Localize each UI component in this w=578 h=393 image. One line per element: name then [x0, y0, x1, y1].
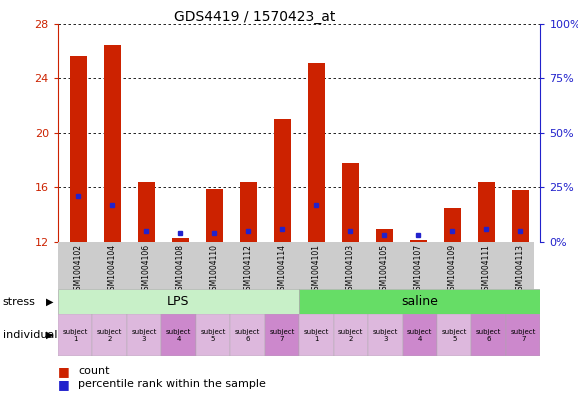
FancyBboxPatch shape — [506, 314, 540, 356]
Text: GSM1004105: GSM1004105 — [380, 244, 388, 295]
Text: GSM1004106: GSM1004106 — [142, 244, 151, 295]
FancyBboxPatch shape — [265, 314, 299, 356]
Text: ■: ■ — [58, 378, 69, 391]
Text: percentile rank within the sample: percentile rank within the sample — [78, 379, 266, 389]
FancyBboxPatch shape — [58, 242, 533, 289]
FancyBboxPatch shape — [58, 314, 92, 356]
Bar — [273, 119, 291, 242]
Text: subject
1: subject 1 — [303, 329, 329, 342]
Bar — [410, 241, 427, 242]
Text: GSM1004103: GSM1004103 — [346, 244, 354, 295]
Text: GSM1004109: GSM1004109 — [447, 244, 457, 295]
FancyBboxPatch shape — [472, 314, 506, 356]
Text: subject
1: subject 1 — [62, 329, 88, 342]
Text: individual: individual — [3, 330, 57, 340]
Bar — [70, 56, 87, 242]
Text: subject
4: subject 4 — [407, 329, 432, 342]
FancyBboxPatch shape — [299, 289, 540, 314]
FancyBboxPatch shape — [127, 314, 161, 356]
FancyBboxPatch shape — [402, 314, 437, 356]
FancyBboxPatch shape — [299, 314, 334, 356]
Bar — [443, 208, 461, 242]
FancyBboxPatch shape — [437, 314, 472, 356]
Text: subject
3: subject 3 — [373, 329, 398, 342]
Bar — [103, 45, 121, 242]
Text: stress: stress — [3, 297, 36, 307]
Text: GSM1004101: GSM1004101 — [312, 244, 321, 295]
FancyBboxPatch shape — [368, 314, 402, 356]
Text: subject
7: subject 7 — [510, 329, 536, 342]
Bar — [307, 63, 325, 242]
Text: subject
4: subject 4 — [166, 329, 191, 342]
Text: subject
5: subject 5 — [200, 329, 225, 342]
Text: subject
5: subject 5 — [442, 329, 467, 342]
Bar — [240, 182, 257, 242]
Text: subject
6: subject 6 — [235, 329, 260, 342]
Text: count: count — [78, 366, 109, 376]
Text: GSM1004107: GSM1004107 — [414, 244, 423, 295]
FancyBboxPatch shape — [58, 289, 299, 314]
Text: subject
2: subject 2 — [338, 329, 364, 342]
Bar — [477, 182, 495, 242]
FancyBboxPatch shape — [230, 314, 265, 356]
Text: GSM1004108: GSM1004108 — [176, 244, 184, 295]
Text: saline: saline — [401, 295, 438, 308]
Text: GSM1004113: GSM1004113 — [516, 244, 525, 295]
Text: ■: ■ — [58, 365, 69, 378]
Text: GSM1004110: GSM1004110 — [210, 244, 218, 295]
Bar — [172, 238, 188, 242]
Text: GDS4419 / 1570423_at: GDS4419 / 1570423_at — [173, 10, 335, 24]
FancyBboxPatch shape — [334, 314, 368, 356]
Text: subject
3: subject 3 — [131, 329, 157, 342]
FancyBboxPatch shape — [92, 314, 127, 356]
Text: GSM1004111: GSM1004111 — [481, 244, 491, 295]
Bar — [376, 230, 392, 242]
Text: subject
6: subject 6 — [476, 329, 501, 342]
Text: ▶: ▶ — [46, 330, 54, 340]
Text: subject
7: subject 7 — [269, 329, 295, 342]
Text: GSM1004104: GSM1004104 — [108, 244, 117, 295]
Bar — [206, 189, 223, 242]
FancyBboxPatch shape — [161, 314, 196, 356]
FancyBboxPatch shape — [196, 314, 230, 356]
Text: subject
2: subject 2 — [97, 329, 122, 342]
Text: GSM1004114: GSM1004114 — [277, 244, 287, 295]
Text: GSM1004102: GSM1004102 — [73, 244, 83, 295]
Bar — [342, 163, 358, 242]
Bar — [512, 190, 528, 242]
Bar — [138, 182, 155, 242]
Text: GSM1004112: GSM1004112 — [244, 244, 253, 295]
Text: ▶: ▶ — [46, 297, 54, 307]
Text: LPS: LPS — [167, 295, 190, 308]
